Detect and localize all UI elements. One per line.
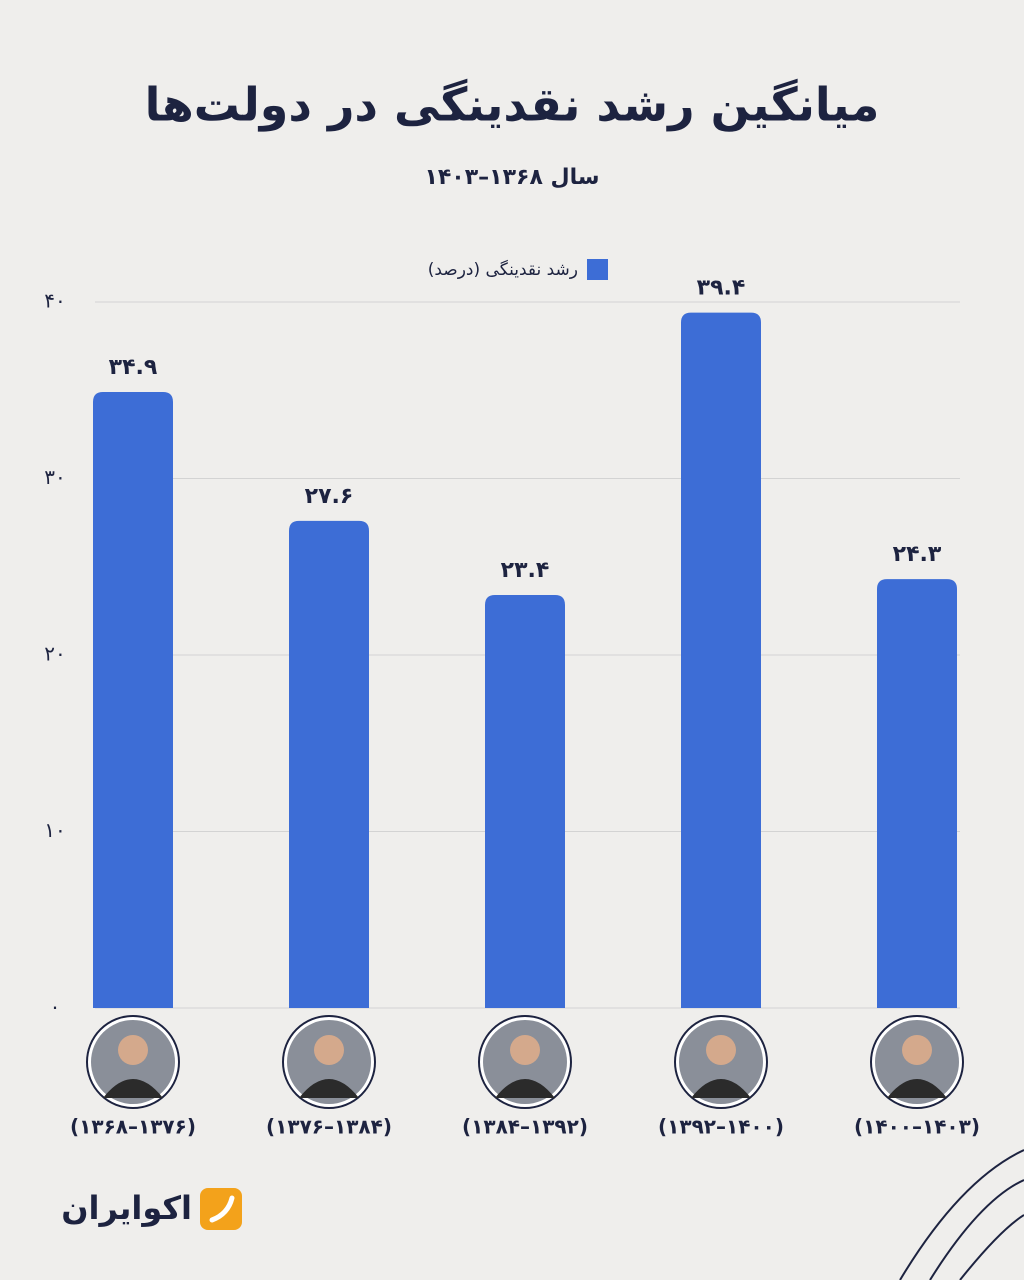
- x-tick-label: (۱۴۰۰–۱۴۰۳): [854, 1115, 980, 1139]
- data-label: ۲۴.۳: [893, 542, 942, 567]
- data-label: ۳۹.۴: [697, 276, 746, 301]
- portrait-head: [510, 1035, 540, 1065]
- portrait-head: [902, 1035, 932, 1065]
- decoration: [899, 1149, 1024, 1280]
- y-tick-label: ۴۰: [44, 289, 65, 313]
- x-tick-label: (۱۳۶۸–۱۳۷۶): [70, 1115, 196, 1139]
- bar: [93, 392, 173, 1008]
- bar: [681, 312, 761, 1009]
- y-tick-label: ۳۰: [44, 465, 65, 489]
- chart-subtitle: سال ۱۳۶۸–۱۴۰۳: [424, 165, 599, 190]
- portrait-head: [118, 1035, 148, 1065]
- portrait-head: [314, 1035, 344, 1065]
- x-tick-label: (۱۳۷۶–۱۳۸۴): [266, 1115, 392, 1139]
- portrait: [870, 1015, 964, 1109]
- y-tick-label: ۲۰: [44, 642, 65, 666]
- bar: [485, 594, 565, 1008]
- portrait-body: [691, 1079, 751, 1098]
- legend-label: رشد نقدینگی (درصد): [428, 259, 578, 280]
- brand-logo: اکوایران: [61, 1188, 242, 1230]
- brand-icon-stroke: [209, 1195, 235, 1223]
- data-label: ۳۴.۹: [109, 355, 158, 380]
- portrait: [282, 1015, 376, 1109]
- brand-icon: [200, 1188, 242, 1230]
- portrait: [478, 1015, 572, 1109]
- portrait-body: [887, 1079, 947, 1098]
- portrait-body: [103, 1079, 163, 1098]
- y-tick-label: ۰: [50, 995, 61, 1019]
- brand-name: اکوایران: [61, 1189, 192, 1227]
- y-tick-label: ۱۰: [44, 818, 65, 842]
- bar: [289, 520, 369, 1008]
- x-tick-label: (۱۳۸۴–۱۳۹۲): [462, 1115, 588, 1139]
- portrait: [674, 1015, 768, 1109]
- legend-swatch: [587, 259, 608, 280]
- portrait-body: [299, 1079, 359, 1098]
- x-tick-label: (۱۳۹۲–۱۴۰۰): [658, 1115, 784, 1139]
- portrait-head: [706, 1035, 736, 1065]
- bar: [877, 579, 957, 1008]
- data-label: ۲۷.۶: [305, 484, 354, 509]
- data-label: ۲۳.۴: [501, 558, 550, 583]
- chart-title: میانگین رشد نقدینگی در دولت‌ها: [145, 78, 880, 132]
- portrait-body: [495, 1079, 555, 1098]
- portrait: [86, 1015, 180, 1109]
